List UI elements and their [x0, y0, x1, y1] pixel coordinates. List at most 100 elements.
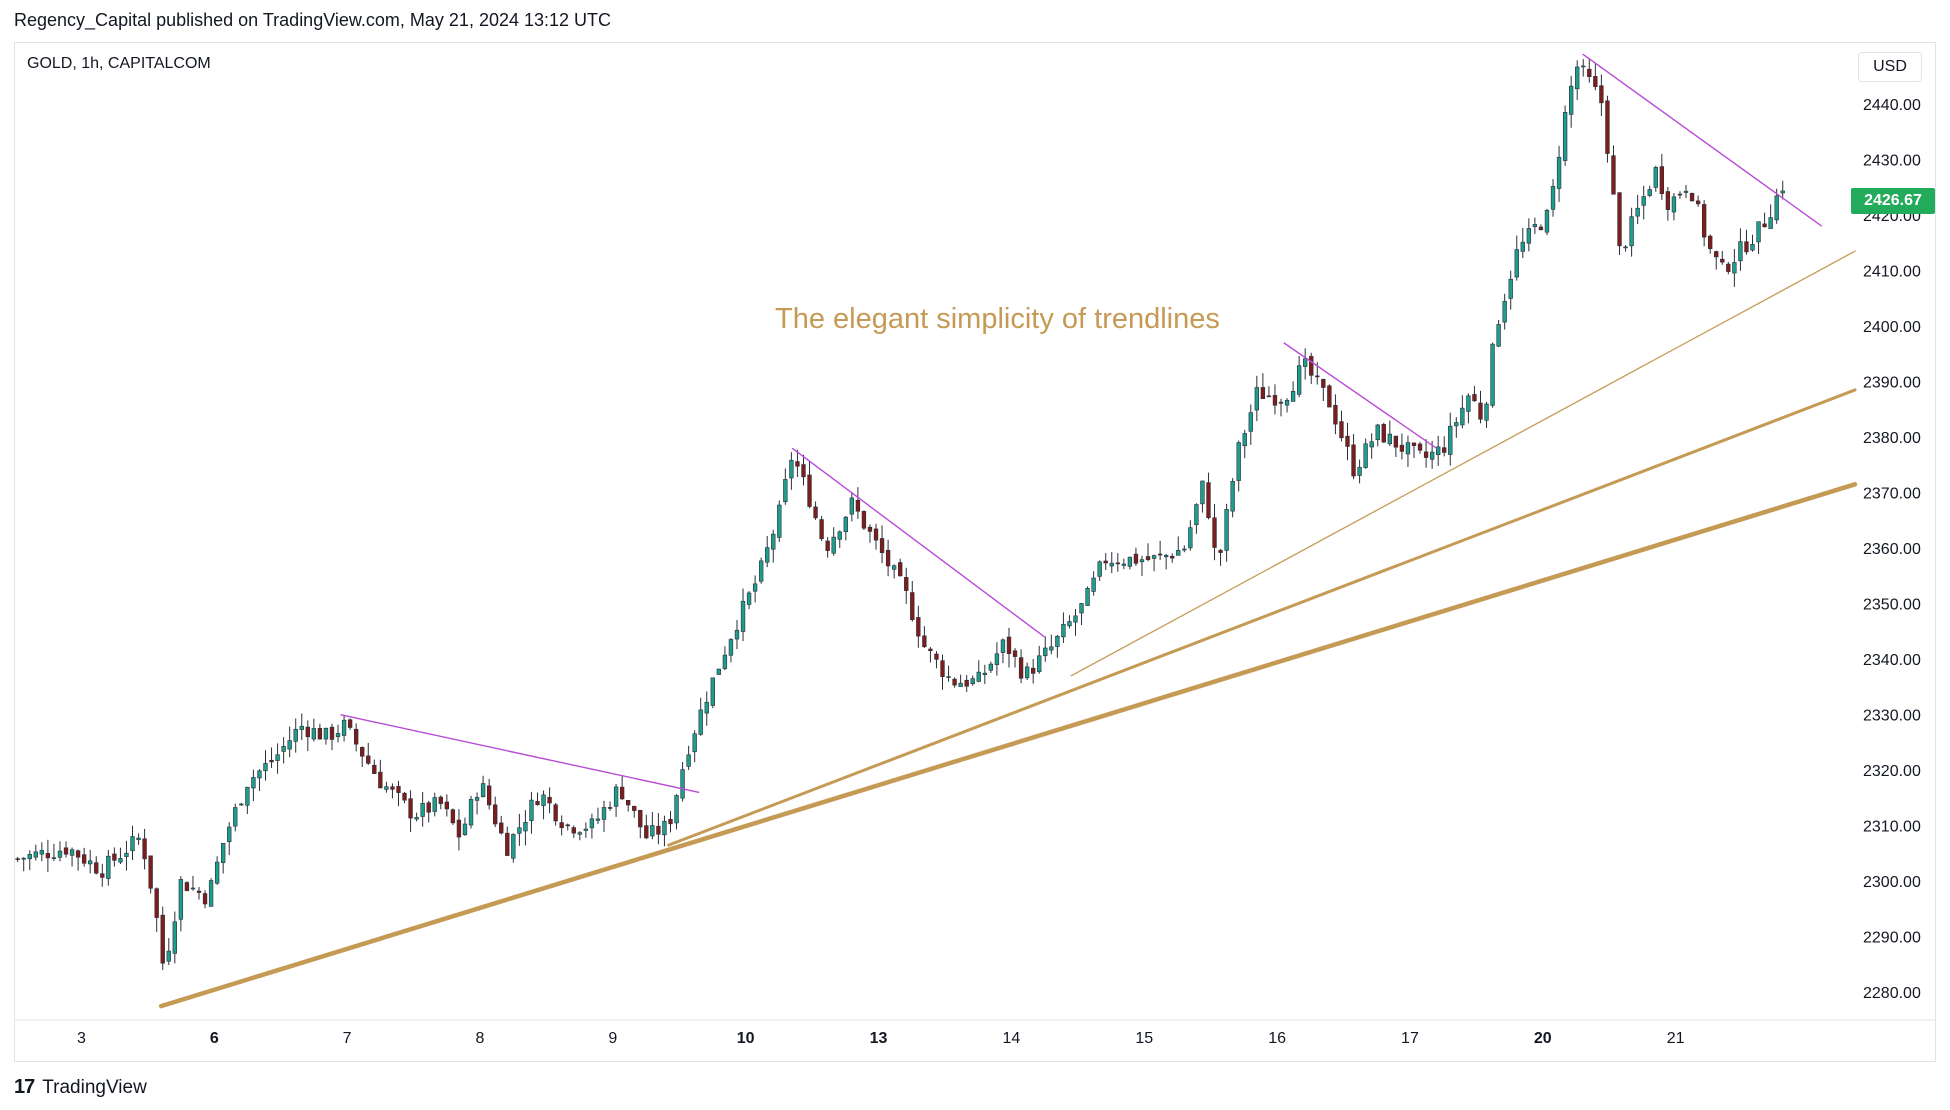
candle-body [740, 600, 746, 632]
candle-body [136, 837, 141, 840]
candle-body [130, 836, 135, 852]
candle-body [221, 843, 226, 863]
candle-body [118, 858, 123, 863]
candle-body [480, 783, 486, 797]
candle-body [1115, 562, 1120, 565]
candle-body [15, 858, 20, 860]
candle-body [172, 921, 177, 954]
candle-body [1732, 262, 1737, 274]
candle-body [837, 531, 842, 540]
candle-body [45, 853, 51, 859]
candle-body [1333, 404, 1338, 425]
candle-body [1345, 435, 1350, 447]
x-tick-label: 14 [1002, 1030, 1020, 1047]
candle-body [1701, 204, 1707, 238]
candle-body [716, 668, 722, 675]
candle-body [674, 795, 679, 824]
candle-body [190, 887, 196, 890]
candle-body [1061, 623, 1066, 638]
candle-body [341, 719, 347, 736]
candle-body [1460, 407, 1465, 426]
candle-body [1091, 577, 1096, 592]
candle-body [1254, 387, 1260, 411]
candle-body [1429, 451, 1435, 460]
candle-body [239, 803, 244, 806]
candle-body [783, 479, 788, 503]
y-tick-label: 2330.00 [1863, 708, 1921, 725]
candle-body [1677, 193, 1683, 196]
candle-body [88, 860, 93, 865]
chart-frame[interactable] [14, 42, 1936, 1062]
candle-body [1587, 68, 1592, 77]
candle-body [124, 852, 129, 857]
candle-body [734, 629, 740, 640]
candle-body [898, 562, 903, 577]
candle-body [553, 804, 558, 822]
candle-body [1381, 424, 1386, 443]
support-trendline [667, 388, 1857, 847]
candle-body [251, 777, 256, 789]
x-tick-label: 15 [1135, 1030, 1153, 1047]
candle-body [988, 663, 994, 671]
candle-body [656, 825, 661, 835]
candle-body [813, 506, 818, 519]
candle-body [1689, 192, 1695, 202]
currency-button[interactable]: USD [1858, 52, 1922, 82]
x-tick-label: 8 [476, 1030, 485, 1047]
candle-body [1049, 646, 1054, 651]
candle-body [1133, 553, 1139, 564]
candle-body [1357, 467, 1362, 476]
candle-body [1170, 555, 1175, 559]
candle-body [1296, 365, 1302, 395]
candle-body [166, 950, 171, 962]
candle-body [867, 526, 873, 532]
support-trendline [1070, 250, 1856, 677]
candle-body [946, 676, 951, 678]
candle-body [1139, 559, 1145, 563]
candle-body [891, 565, 897, 570]
candle-body [94, 862, 99, 874]
candle-body [1647, 189, 1652, 196]
candle-body [1218, 550, 1223, 553]
candle-body [1423, 451, 1429, 458]
candle-body [1055, 635, 1060, 647]
candle-body [1744, 241, 1749, 253]
candle-body [1641, 196, 1646, 206]
candle-body [335, 733, 341, 738]
footer-brand[interactable]: 17 TradingView [14, 1076, 147, 1099]
candle-body [27, 854, 32, 860]
y-tick-label: 2440.00 [1863, 97, 1921, 114]
candle-body [1284, 400, 1290, 406]
candle-body [1496, 324, 1501, 347]
candle-body [299, 725, 304, 730]
candle-body [885, 549, 891, 567]
candle-body [698, 709, 703, 735]
candle-body [595, 818, 601, 821]
candle-body [214, 861, 220, 884]
resistance-trendline [1283, 342, 1437, 449]
y-tick-label: 2410.00 [1863, 264, 1921, 281]
candle-body [1714, 251, 1719, 258]
candle-body [1043, 647, 1048, 657]
candle-body [1163, 554, 1169, 558]
candle-body [1351, 444, 1356, 477]
candle-body [69, 849, 75, 856]
candle-body [1085, 587, 1090, 606]
candle-body [1242, 433, 1247, 447]
candle-body [601, 807, 607, 820]
candle-body [438, 796, 443, 804]
candle-body [347, 719, 353, 728]
candle-body [752, 583, 758, 592]
x-tick-label: 9 [608, 1030, 617, 1047]
resistance-trendline [791, 447, 1046, 638]
candle-body [861, 511, 867, 529]
candle-body [589, 818, 595, 829]
candle-body [1750, 244, 1755, 251]
candle-body [1182, 548, 1187, 551]
y-tick-label: 2390.00 [1863, 375, 1921, 392]
candle-body [722, 654, 728, 669]
candle-body [499, 822, 504, 834]
candle-body [541, 794, 546, 806]
candle-body [402, 792, 407, 801]
